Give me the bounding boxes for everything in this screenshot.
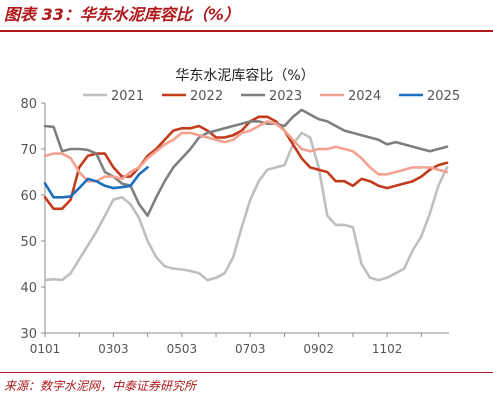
x-tick-label: 0703: [235, 342, 266, 356]
series-line-2025: [43, 166, 149, 199]
y-tick-label: 40: [20, 281, 37, 296]
y-tick-label: 60: [20, 189, 37, 204]
legend-label-2022: 2022: [190, 89, 223, 104]
line-chart: 华东水泥库容比（%） 2021 2022 2023 2024 2025 30 40 50 60…: [20, 67, 460, 356]
series-line-2021: [43, 131, 449, 282]
chart-title: 华东水泥库容比（%）: [175, 67, 314, 84]
y-tick-label: 70: [20, 143, 37, 158]
legend-label-2021: 2021: [111, 89, 144, 104]
x-tick-label: 0101: [30, 342, 61, 356]
title-rule: [0, 30, 493, 32]
legend-label-2024: 2024: [348, 89, 381, 104]
legend-label-2025: 2025: [427, 89, 460, 104]
y-tick-label: 30: [20, 327, 37, 342]
legend-label-2023: 2023: [269, 89, 302, 104]
y-tick-label: 80: [20, 97, 37, 112]
figure-title: 图表 33：华东水泥库容比（%）: [4, 5, 240, 24]
series-line-2022: [43, 115, 449, 211]
x-tick-label: 0503: [167, 342, 198, 356]
source-note: 来源：数字水泥网，中泰证券研究所: [4, 379, 197, 393]
x-tick-label: 1102: [372, 342, 403, 356]
y-tick-label: 50: [20, 235, 37, 250]
series-line-2024: [43, 120, 449, 183]
x-tick-label: 0902: [303, 342, 334, 356]
x-tick-label: 0303: [98, 342, 129, 356]
footer-rule: [0, 372, 493, 373]
chart-legend: 2021 2022 2023 2024 2025: [83, 89, 460, 104]
plot-area: 30 40 50 60 70 80 0101 0303 0503 0703 0902 1102: [20, 97, 449, 356]
